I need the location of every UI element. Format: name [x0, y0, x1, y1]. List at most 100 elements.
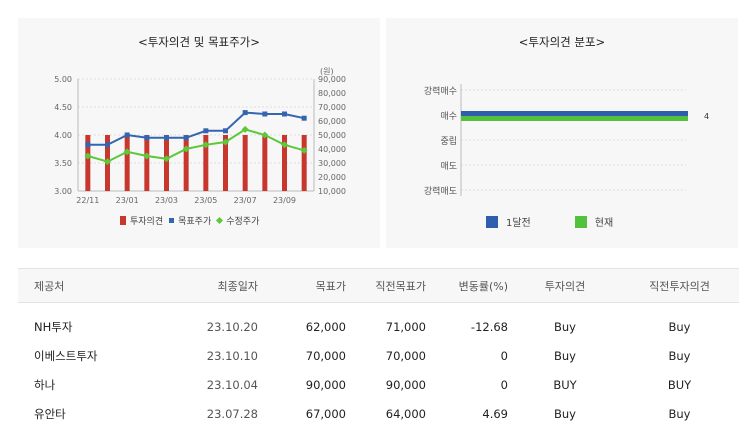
header-target-price: 목표가 — [315, 279, 346, 293]
cell-prev-opinion: Buy — [668, 348, 691, 363]
legend-swatch-target — [169, 218, 175, 223]
header-prev-target-price: 직전목표가 — [375, 279, 426, 293]
cell-prev-target-price: 90,000 — [385, 377, 426, 392]
right-tick-label: 60,000 — [318, 117, 346, 126]
cell-prev-opinion: Buy — [668, 319, 691, 334]
legend-label-target: 목표주가 — [178, 217, 212, 227]
cell-prev-opinion: Buy — [668, 406, 691, 421]
legend-label-adjusted: 수정주가 — [226, 217, 260, 227]
cell-target-price: 70,000 — [305, 348, 346, 363]
cell-target-price: 62,000 — [305, 319, 346, 334]
adjusted-price-point — [182, 145, 190, 153]
right-tick-label: 10,000 — [318, 187, 346, 196]
legend-label-opinion: 투자의견 — [130, 217, 164, 227]
left-tick-label: 4.50 — [54, 103, 72, 112]
adjusted-price-point — [123, 148, 131, 156]
cell-prev-opinion: BUY — [667, 377, 692, 392]
cell-target-price: 90,000 — [305, 377, 346, 392]
target-price-point — [282, 111, 287, 117]
target-price-point — [301, 115, 307, 121]
legend-label-month-ago: 1달전 — [506, 218, 531, 229]
target-price-point — [242, 110, 248, 116]
legend-swatch-adjusted — [216, 216, 224, 225]
adjusted-price-point — [300, 146, 308, 154]
header-opinion: 투자의견 — [544, 279, 586, 293]
category-label: 매도 — [440, 161, 457, 172]
cell-opinion: Buy — [554, 406, 576, 421]
target-price-point — [144, 135, 150, 141]
legend-swatch-month-ago — [486, 215, 498, 228]
legend-item-adjusted: 수정주가 — [216, 214, 260, 227]
cell-opinion: Buy — [554, 319, 576, 334]
x-tick-label: 23/03 — [155, 196, 178, 205]
left-tick-label: 4.00 — [54, 131, 72, 140]
right-tick-label: 50,000 — [318, 131, 346, 140]
cell-provider: 이베스트투자 — [34, 348, 98, 363]
opinion-bar — [124, 135, 130, 191]
panel-title: <투자의견 및 목표주가> — [138, 35, 260, 49]
opinion-target-price-chart: 5.00 4.50 4.00 3.50 3.00 90,000 80,000 70,000 60… — [54, 67, 346, 205]
target-price-point — [203, 128, 209, 134]
target-price-point — [183, 135, 189, 141]
opinion-bar — [183, 135, 189, 191]
adjusted-price-point — [104, 158, 111, 166]
table-header-row: 제공처 최종일자 목표가 직전목표가 변동률(%) 투자의견 직전투자의견 — [18, 268, 739, 303]
right-tick-label: 80,000 — [318, 89, 346, 98]
cell-provider: 유안타 — [34, 406, 66, 421]
category-label: 강력매도 — [424, 185, 457, 197]
cell-change-rate: 4.69 — [482, 406, 508, 421]
x-tick-label: 22/11 — [76, 196, 99, 205]
right-tick-label: 70,000 — [318, 103, 346, 112]
header-provider: 제공처 — [34, 279, 65, 293]
legend-item-opinion: 투자의견 — [120, 214, 163, 227]
legend-swatch-opinion — [120, 216, 126, 225]
right-tick-label: 90,000 — [318, 75, 346, 84]
cell-provider: NH투자 — [34, 319, 73, 334]
cell-prev-target-price: 70,000 — [385, 348, 426, 363]
bar-value-label: 4 — [704, 112, 709, 121]
legend-item-target: 목표주가 — [169, 214, 211, 227]
cell-last-date: 23.10.20 — [206, 319, 258, 334]
cell-change-rate: 0 — [500, 348, 508, 363]
table-row: 이베스트투자 23.10.10 70,000 70,000 0 Buy Buy — [18, 341, 739, 370]
adjusted-price-point — [84, 152, 92, 160]
analyst-table: 제공처 최종일자 목표가 직전목표가 변동률(%) 투자의견 직전투자의견 NH… — [18, 268, 739, 428]
left-tick-label: 3.00 — [54, 187, 72, 196]
x-tick-label: 23/07 — [234, 196, 257, 205]
cell-change-rate: 0 — [500, 377, 508, 392]
cell-provider: 하나 — [34, 377, 56, 392]
right-chart-legend: 1달전 현재 — [486, 214, 619, 229]
adjusted-price-point — [202, 141, 210, 149]
right-tick-label: 20,000 — [318, 173, 346, 182]
target-price-point — [105, 142, 110, 148]
target-price-point — [223, 128, 228, 134]
x-tick-label: 23/05 — [194, 196, 217, 205]
left-chart-legend: 투자의견 목표주가 수정주가 — [120, 214, 265, 227]
target-price-line — [87, 111, 305, 146]
month-ago-bar — [461, 111, 688, 116]
cell-last-date: 23.10.10 — [206, 348, 258, 363]
adjusted-price-point — [281, 141, 288, 149]
table-row: 유안타 23.07.28 67,000 64,000 4.69 Buy Buy — [18, 399, 739, 428]
current-bar — [461, 116, 688, 121]
opinion-bar — [301, 135, 307, 191]
left-tick-label: 3.50 — [54, 159, 72, 168]
cell-prev-target-price: 71,000 — [385, 319, 426, 334]
header-change-rate: 변동률(%) — [458, 279, 508, 293]
adjusted-price-point — [163, 155, 170, 163]
table-row: 하나 23.10.04 90,000 90,000 0 BUY BUY — [18, 370, 739, 399]
cell-target-price: 67,000 — [305, 406, 346, 421]
cell-last-date: 23.07.28 — [206, 406, 258, 421]
category-label: 중립 — [440, 136, 457, 147]
left-tick-label: 5.00 — [54, 75, 72, 84]
opinion-bar — [262, 135, 268, 191]
panel-title: <투자의견 분포> — [518, 35, 606, 49]
opinion-bar — [164, 135, 169, 191]
opinion-target-price-panel: <투자의견 및 목표주가> 5.00 4.50 4.00 3.50 3.00 90,000… — [18, 18, 380, 248]
adjusted-price-point — [261, 131, 269, 139]
right-axis-unit: (원) — [320, 67, 334, 76]
header-last-date: 최종일자 — [217, 279, 258, 293]
legend-item-month-ago: 1달전 — [486, 214, 531, 229]
adjusted-price-line — [87, 128, 305, 163]
